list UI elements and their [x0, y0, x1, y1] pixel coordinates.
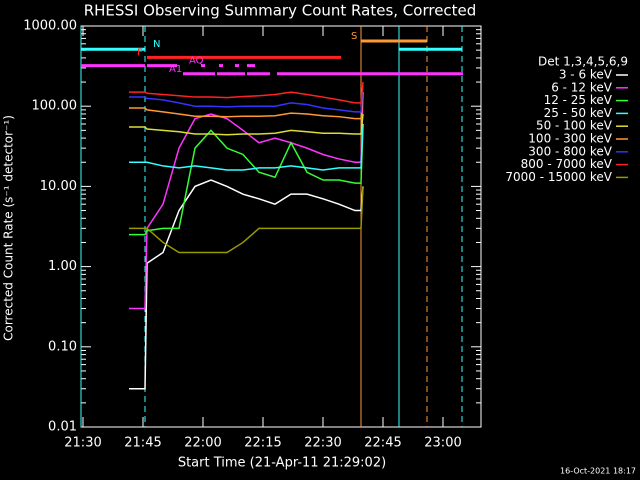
x-axis-label: Start Time (21-Apr-11 21:29:02)	[178, 456, 386, 471]
series-line	[129, 179, 364, 390]
legend-label: 25 - 50 keV	[544, 106, 613, 120]
series-line	[129, 113, 364, 136]
series-line	[129, 81, 364, 104]
legend-label: 6 - 12 keV	[551, 80, 613, 94]
chart-title: RHESSI Observing Summary Count Rates, Co…	[84, 2, 477, 20]
series-line	[129, 92, 364, 310]
x-tick-label: 21:30	[64, 436, 101, 451]
x-tick-label: 22:45	[364, 436, 401, 451]
y-tick-label: 0.10	[48, 339, 77, 354]
x-tick-label: 22:15	[244, 436, 281, 451]
y-tick-label: 0.01	[48, 420, 77, 435]
footer: 16-Oct-2021 18:17	[560, 467, 636, 476]
series-line	[129, 85, 364, 113]
x-tick-label: 21:45	[124, 436, 161, 451]
legend-label: 300 - 800 keV	[528, 144, 612, 158]
y-tick-label: 1.00	[48, 259, 77, 274]
legend-label: 3 - 6 keV	[559, 68, 613, 82]
series-line	[129, 92, 364, 120]
y-tick-label: 100.00	[32, 99, 78, 114]
legend-label: 7000 - 15000 keV	[505, 170, 612, 184]
legend-label: 100 - 300 keV	[528, 132, 612, 146]
x-tick-label: 22:30	[304, 436, 341, 451]
x-tick-label: 22:00	[184, 436, 221, 451]
y-tick-label: 1000.00	[23, 19, 77, 34]
series-line	[129, 123, 364, 171]
legend-label: 800 - 7000 keV	[521, 157, 613, 171]
series-line	[129, 186, 364, 254]
flag-label: A1	[169, 64, 182, 75]
flag-label: N	[153, 39, 160, 50]
y-axis-label: Corrected Count Rate (s⁻¹ detector⁻¹)	[2, 115, 16, 341]
flag-label: F	[137, 47, 143, 58]
legend-label: 50 - 100 keV	[536, 119, 613, 133]
x-tick-label: 23:00	[424, 436, 461, 451]
plot-frame	[80, 25, 482, 428]
legend-label: 12 - 25 keV	[544, 93, 613, 107]
series-line	[129, 123, 364, 236]
legend-title: Det 1,3,4,5,6,9	[538, 55, 628, 69]
flag-label: AQ	[189, 56, 204, 67]
flag-label: S	[351, 31, 357, 42]
y-tick-label: 10.00	[40, 179, 77, 194]
